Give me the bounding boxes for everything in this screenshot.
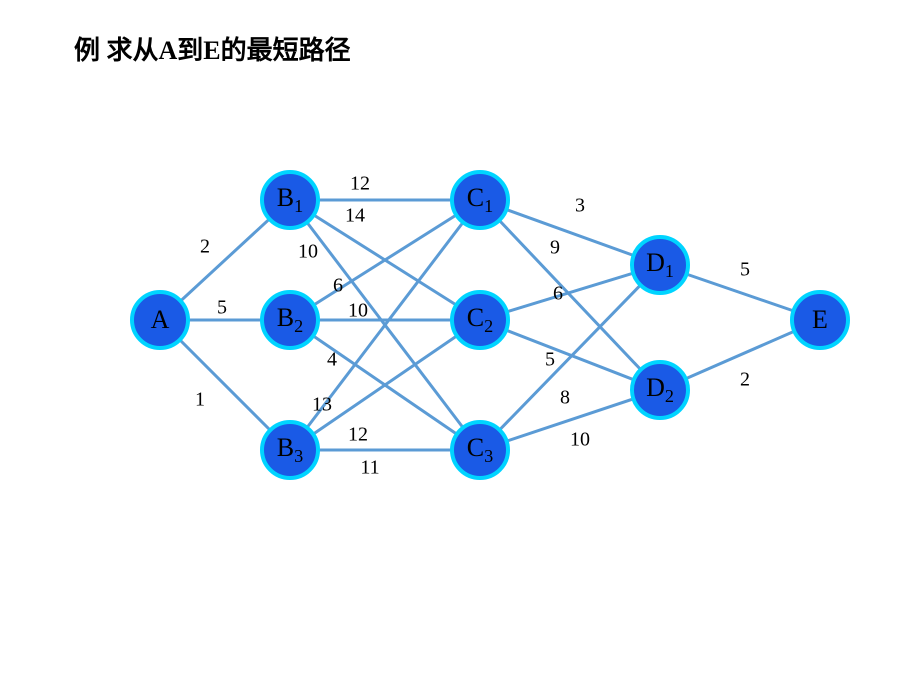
node-A: A [130, 290, 190, 350]
edge-label-A-B2: 5 [217, 297, 227, 320]
node-label-E: E [812, 305, 828, 335]
edge-label-B2-C2: 10 [348, 300, 368, 323]
edges-layer [0, 0, 920, 690]
node-C3: C3 [450, 420, 510, 480]
edge-label-C2-D1: 6 [553, 283, 563, 306]
node-label-D1: D1 [646, 248, 674, 282]
edge-label-B3-C2: 12 [348, 424, 368, 447]
edge-label-C1-D2: 9 [550, 237, 560, 260]
graph-container: AB1B2B3C1C2C3D1D2E 251121410610413121139… [0, 0, 920, 690]
edge-label-B1-C2: 14 [345, 205, 365, 228]
edge-label-B3-C3: 11 [360, 457, 379, 480]
edge-label-A-B1: 2 [200, 236, 210, 259]
edge-label-B2-C1: 6 [333, 275, 343, 298]
edge-label-C2-D2: 5 [545, 349, 555, 372]
node-B1: B1 [260, 170, 320, 230]
edge-label-A-B3: 1 [195, 389, 205, 412]
edge-label-D1-E: 5 [740, 259, 750, 282]
edge-label-B1-C1: 12 [350, 173, 370, 196]
node-label-B2: B2 [277, 303, 303, 337]
node-label-B1: B1 [277, 183, 303, 217]
node-label-A: A [151, 305, 170, 335]
node-E: E [790, 290, 850, 350]
edge-label-B2-C3: 4 [327, 349, 337, 372]
node-label-C1: C1 [467, 183, 493, 217]
edge-label-B1-C3: 10 [298, 241, 318, 264]
node-D2: D2 [630, 360, 690, 420]
node-C1: C1 [450, 170, 510, 230]
node-B2: B2 [260, 290, 320, 350]
node-label-C3: C3 [467, 433, 493, 467]
node-C2: C2 [450, 290, 510, 350]
node-label-D2: D2 [646, 373, 674, 407]
edge-label-B3-C1: 13 [312, 394, 332, 417]
node-label-B3: B3 [277, 433, 303, 467]
edge-label-C3-D1: 8 [560, 387, 570, 410]
edge-label-C3-D2: 10 [570, 429, 590, 452]
node-D1: D1 [630, 235, 690, 295]
edge-label-D2-E: 2 [740, 369, 750, 392]
node-B3: B3 [260, 420, 320, 480]
node-label-C2: C2 [467, 303, 493, 337]
edge-C1-D2 [480, 200, 660, 390]
edge-label-C1-D1: 3 [575, 195, 585, 218]
